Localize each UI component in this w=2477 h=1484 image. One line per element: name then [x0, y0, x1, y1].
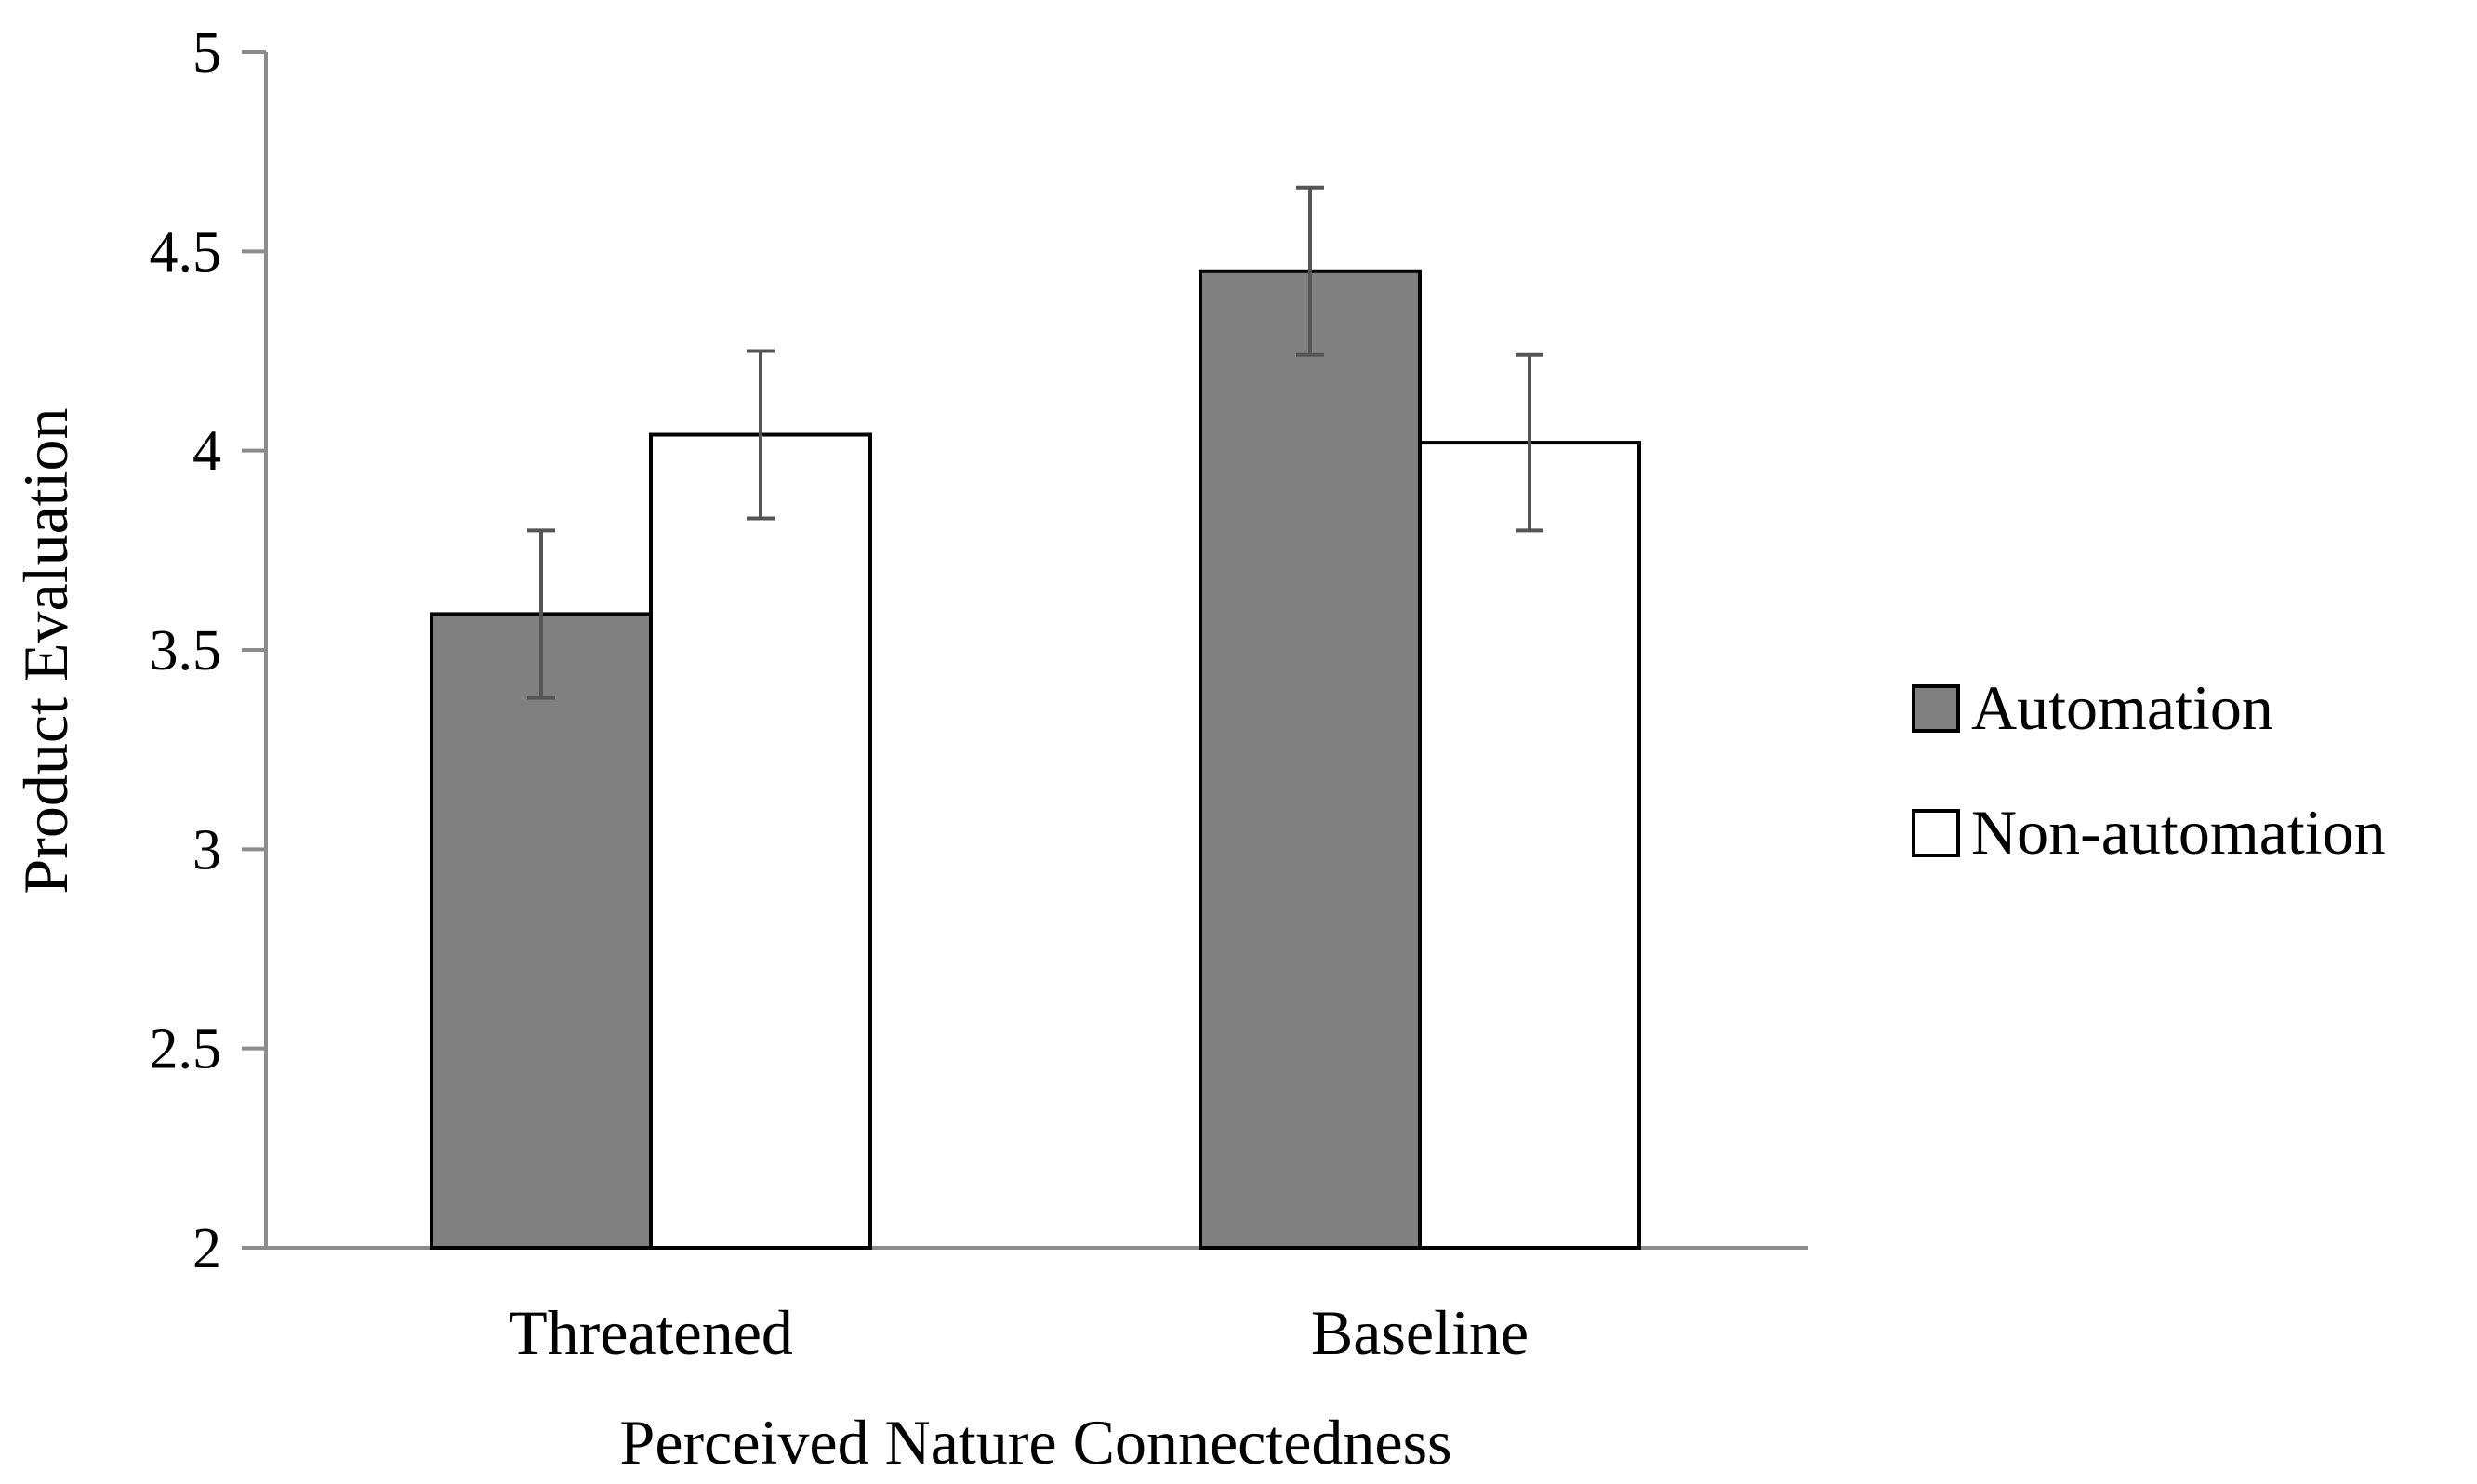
y-tick-label: 4	[192, 420, 221, 484]
y-tick-label: 2.5	[150, 1018, 222, 1081]
legend: Automation Non-automation	[1912, 672, 2386, 868]
legend-swatch	[1912, 684, 1960, 733]
y-tick-label: 3.5	[150, 619, 222, 682]
legend-label: Non-automation	[1971, 797, 2386, 868]
legend-label: Automation	[1971, 672, 2273, 743]
y-tick-label: 4.5	[150, 220, 222, 284]
y-tick-label: 3	[192, 818, 221, 881]
x-tick-label: Baseline	[1311, 1297, 1529, 1368]
bars	[430, 269, 1641, 1250]
bar-automation-baseline	[1199, 269, 1422, 1250]
y-tick-label: 2	[192, 1217, 221, 1280]
error-bars	[527, 185, 1543, 700]
category-labels: Threatened Baseline	[509, 1297, 1529, 1368]
x-tick-label: Threatened	[509, 1297, 793, 1368]
y-tick-label: 5	[192, 21, 221, 85]
x-axis-title: Perceived Nature Connectedness	[620, 1407, 1452, 1477]
bar-non-automation-threatened	[649, 432, 872, 1250]
bar-automation-threatened	[430, 612, 653, 1250]
legend-swatch	[1912, 809, 1960, 857]
bar-non-automation-baseline	[1418, 441, 1641, 1250]
y-ticks: 2 2.5 3 3.5 4 4.5 5	[150, 21, 266, 1280]
y-axis-title: Product Evaluation	[10, 407, 81, 894]
